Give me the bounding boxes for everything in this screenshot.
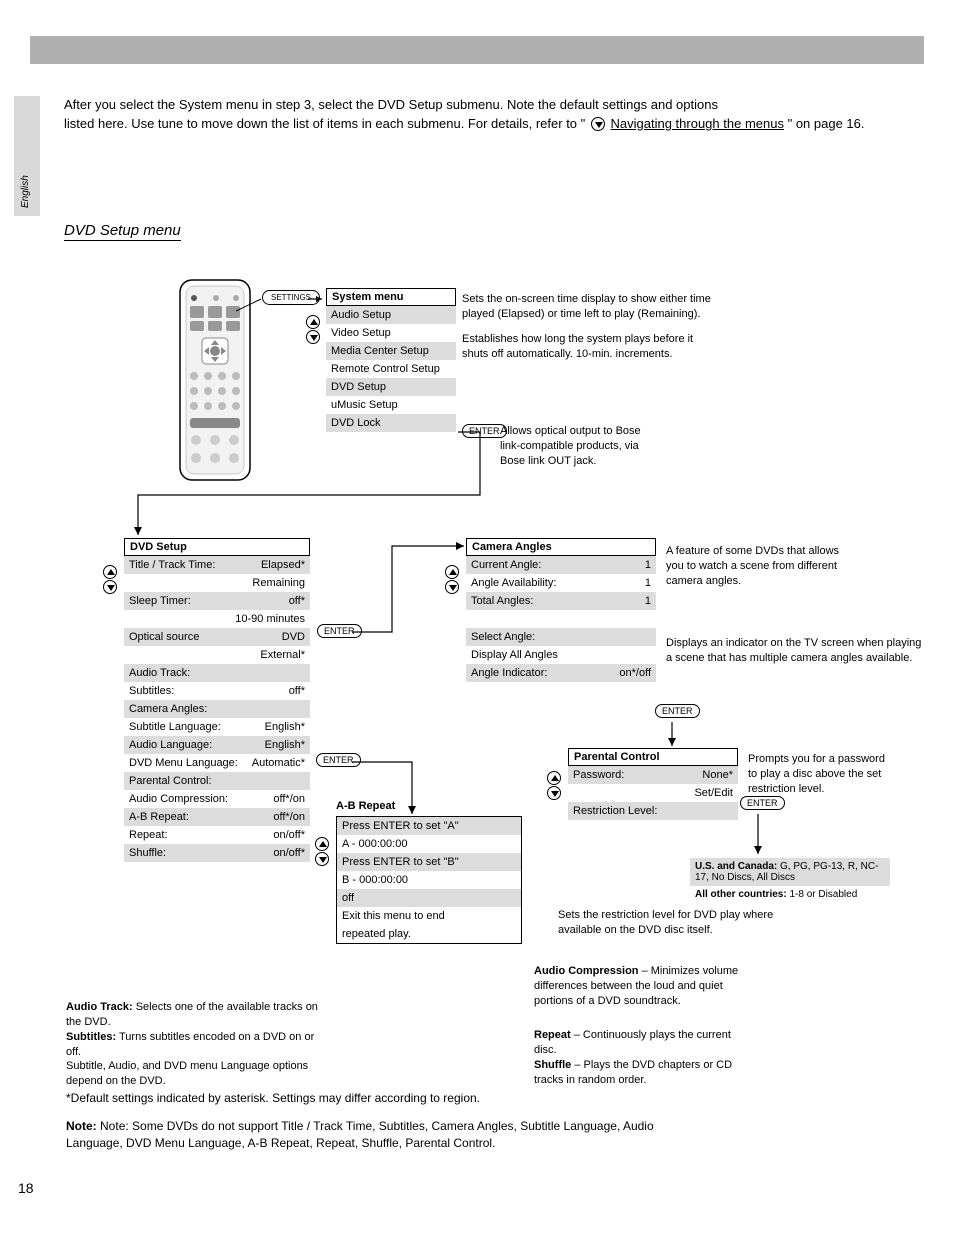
tune-up-icon xyxy=(547,771,561,785)
desc-camera: A feature of some DVDs that allowsyou to… xyxy=(666,544,896,589)
menu-row: Subtitle Language:English* xyxy=(124,718,310,736)
menu-row: Exit this menu to end xyxy=(337,907,521,925)
camera-angles-header: Camera Angles xyxy=(466,538,656,556)
menu-row: Set/Edit xyxy=(568,784,738,802)
arrow-to-restriction xyxy=(748,810,778,860)
menu-row: Optical sourceDVD xyxy=(124,628,310,646)
menu-row: B - 000:00:00 xyxy=(337,871,521,889)
menu-row: Repeat:on/off* xyxy=(124,826,310,844)
tune-down-icon xyxy=(306,330,320,344)
menu-row: All other countries: 1-8 or Disabled xyxy=(690,886,890,903)
desc-audio-track-etc: Audio Track: Selects one of the availabl… xyxy=(66,1000,326,1089)
intro-line-2b: " on page 16. xyxy=(788,116,865,131)
arrow-system-to-dvd xyxy=(130,430,500,550)
note-line-2: Language, DVD Menu Language, A-B Repeat,… xyxy=(66,1136,495,1150)
menu-row: DVD Setup xyxy=(326,378,456,396)
restriction-levels: U.S. and Canada: G, PG, PG-13, R, NC-17,… xyxy=(690,858,890,903)
dvd-setup-menu: DVD Setup Title / Track Time:Elapsed* Re… xyxy=(124,538,310,862)
intro-line-2a: listed here. Use tune to move down the l… xyxy=(64,116,585,131)
desc-audio-comp: Audio Compression – Minimizes volume dif… xyxy=(534,964,744,1009)
menu-row: Audio Track: xyxy=(124,664,310,682)
language-tab-label: English xyxy=(20,175,31,208)
menu-row: Password:None* xyxy=(568,766,738,784)
desc-password: Prompts you for a passwordto play a disc… xyxy=(748,752,918,797)
desc-optical: Allows optical output to Boselink-compat… xyxy=(500,424,700,469)
desc-angle-ind: Displays an indicator on the TV screen w… xyxy=(666,636,926,666)
menu-row: Title / Track Time:Elapsed* xyxy=(124,556,310,574)
menu-row: Angle Indicator:on*/off xyxy=(466,664,656,682)
menu-row: repeated play. xyxy=(337,925,521,943)
menu-row: DVD Menu Language:Automatic* xyxy=(124,754,310,772)
tune-down-icon xyxy=(103,580,117,594)
tune-up-icon xyxy=(306,315,320,329)
menu-row: Current Angle:1 xyxy=(466,556,656,574)
system-menu: System menu Audio SetupVideo SetupMedia … xyxy=(326,288,456,432)
tune-updown-system xyxy=(306,314,322,344)
ab-repeat-label: A-B Repeat xyxy=(336,800,395,812)
navigating-link: Navigating through the menus xyxy=(611,116,784,131)
menu-row: Audio Compression:off*/on xyxy=(124,790,310,808)
camera-angles-menu: Camera Angles Current Angle:1Angle Avail… xyxy=(466,538,656,682)
parental-header: Parental Control xyxy=(568,748,738,766)
tune-updown-parental xyxy=(547,770,563,800)
desc-title-track: Sets the on-screen time display to show … xyxy=(462,292,772,322)
page-number: 18 xyxy=(18,1180,34,1196)
menu-row: uMusic Setup xyxy=(326,396,456,414)
desc-restriction: Sets the restriction level for DVD play … xyxy=(558,908,908,938)
menu-row: U.S. and Canada: G, PG, PG-13, R, NC-17,… xyxy=(690,858,890,886)
tune-up-icon xyxy=(315,837,329,851)
menu-row: Remaining xyxy=(124,574,310,592)
footnote-note: Note: Note: Some DVDs do not support Tit… xyxy=(66,1118,906,1152)
menu-row: Sleep Timer:off* xyxy=(124,592,310,610)
system-menu-header: System menu xyxy=(326,288,456,306)
parental-menu: Parental Control Password:None* Set/Edit… xyxy=(568,748,738,820)
section-subtitle: DVD Setup menu xyxy=(64,222,181,241)
header-bar xyxy=(30,36,924,64)
menu-row: Press ENTER to set "B" xyxy=(337,853,521,871)
menu-row: Audio Language:English* xyxy=(124,736,310,754)
intro-line-1: After you select the System menu in step… xyxy=(64,97,718,112)
enter-pill-restriction: ENTER xyxy=(740,796,785,810)
menu-row: Shuffle:on/off* xyxy=(124,844,310,862)
footnote-defaults: *Default settings indicated by asterisk.… xyxy=(66,1090,906,1107)
menu-row xyxy=(466,610,656,628)
menu-row: 10-90 minutes xyxy=(124,610,310,628)
tune-down-icon xyxy=(315,852,329,866)
tune-down-icon xyxy=(547,786,561,800)
tune-updown-camera xyxy=(445,564,461,594)
menu-row: Parental Control: xyxy=(124,772,310,790)
tune-updown-dvd xyxy=(103,564,119,594)
menu-row: Restriction Level: xyxy=(568,802,738,820)
menu-row: A-B Repeat:off*/on xyxy=(124,808,310,826)
menu-row: Camera Angles: xyxy=(124,700,310,718)
language-tab: English xyxy=(14,96,40,216)
menu-row: Subtitles:off* xyxy=(124,682,310,700)
menu-row: Video Setup xyxy=(326,324,456,342)
arrow-to-parental xyxy=(658,710,698,750)
menu-row: Audio Setup xyxy=(326,306,456,324)
menu-row: Media Center Setup xyxy=(326,342,456,360)
tune-up-icon xyxy=(103,565,117,579)
menu-row: Display All Angles xyxy=(466,646,656,664)
dvd-setup-header: DVD Setup xyxy=(124,538,310,556)
desc-sleep: Establishes how long the system plays be… xyxy=(462,332,772,362)
menu-row: External* xyxy=(124,646,310,664)
tune-down-icon xyxy=(591,117,605,131)
tune-updown-ab xyxy=(315,836,331,866)
desc-repeat-shuffle: Repeat – Continuously plays the current … xyxy=(534,1028,744,1087)
menu-row: Remote Control Setup xyxy=(326,360,456,378)
tune-down-icon xyxy=(445,580,459,594)
menu-row: Angle Availability:1 xyxy=(466,574,656,592)
intro-paragraph: After you select the System menu in step… xyxy=(64,96,924,134)
menu-row: Total Angles:1 xyxy=(466,592,656,610)
menu-row: Select Angle: xyxy=(466,628,656,646)
menu-row: off xyxy=(337,889,521,907)
note-line-1: Note: Some DVDs do not support Title / T… xyxy=(100,1119,654,1133)
ab-repeat-menu: Press ENTER to set "A"A - 000:00:00Press… xyxy=(336,816,522,944)
tune-up-icon xyxy=(445,565,459,579)
menu-row: Press ENTER to set "A" xyxy=(337,817,521,835)
menu-row: A - 000:00:00 xyxy=(337,835,521,853)
